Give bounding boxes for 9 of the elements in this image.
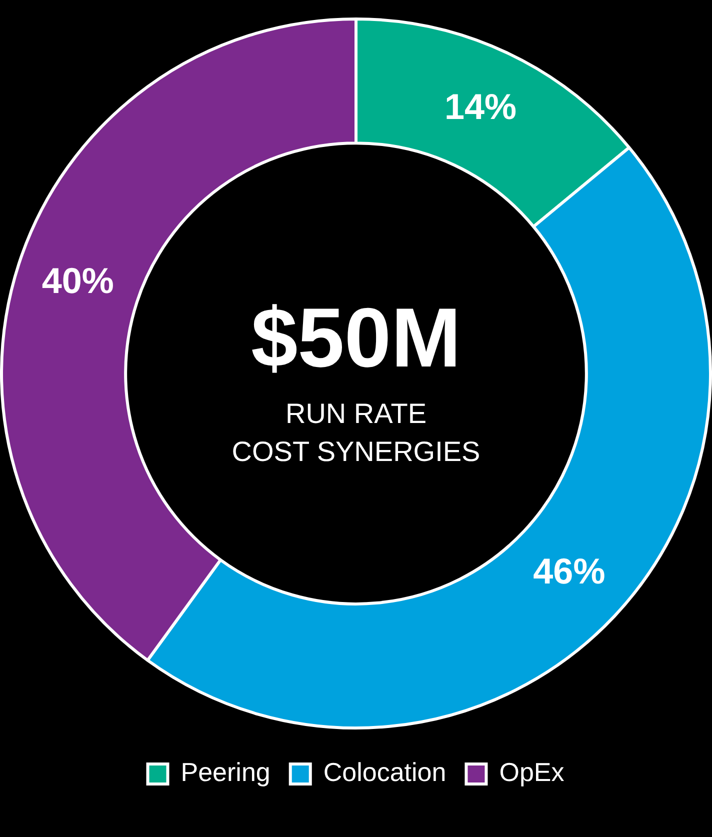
data-label: 46%: [533, 550, 606, 592]
legend-label: OpEx: [499, 757, 564, 788]
legend-label: Colocation: [323, 757, 446, 788]
text: $50M: [250, 290, 462, 385]
text: RUN RATE: [285, 398, 427, 430]
legend-label: Peering: [180, 757, 270, 788]
text: COST SYNERGIES: [232, 436, 480, 468]
data-label: 40%: [42, 260, 114, 302]
data-label: 14%: [444, 86, 517, 127]
